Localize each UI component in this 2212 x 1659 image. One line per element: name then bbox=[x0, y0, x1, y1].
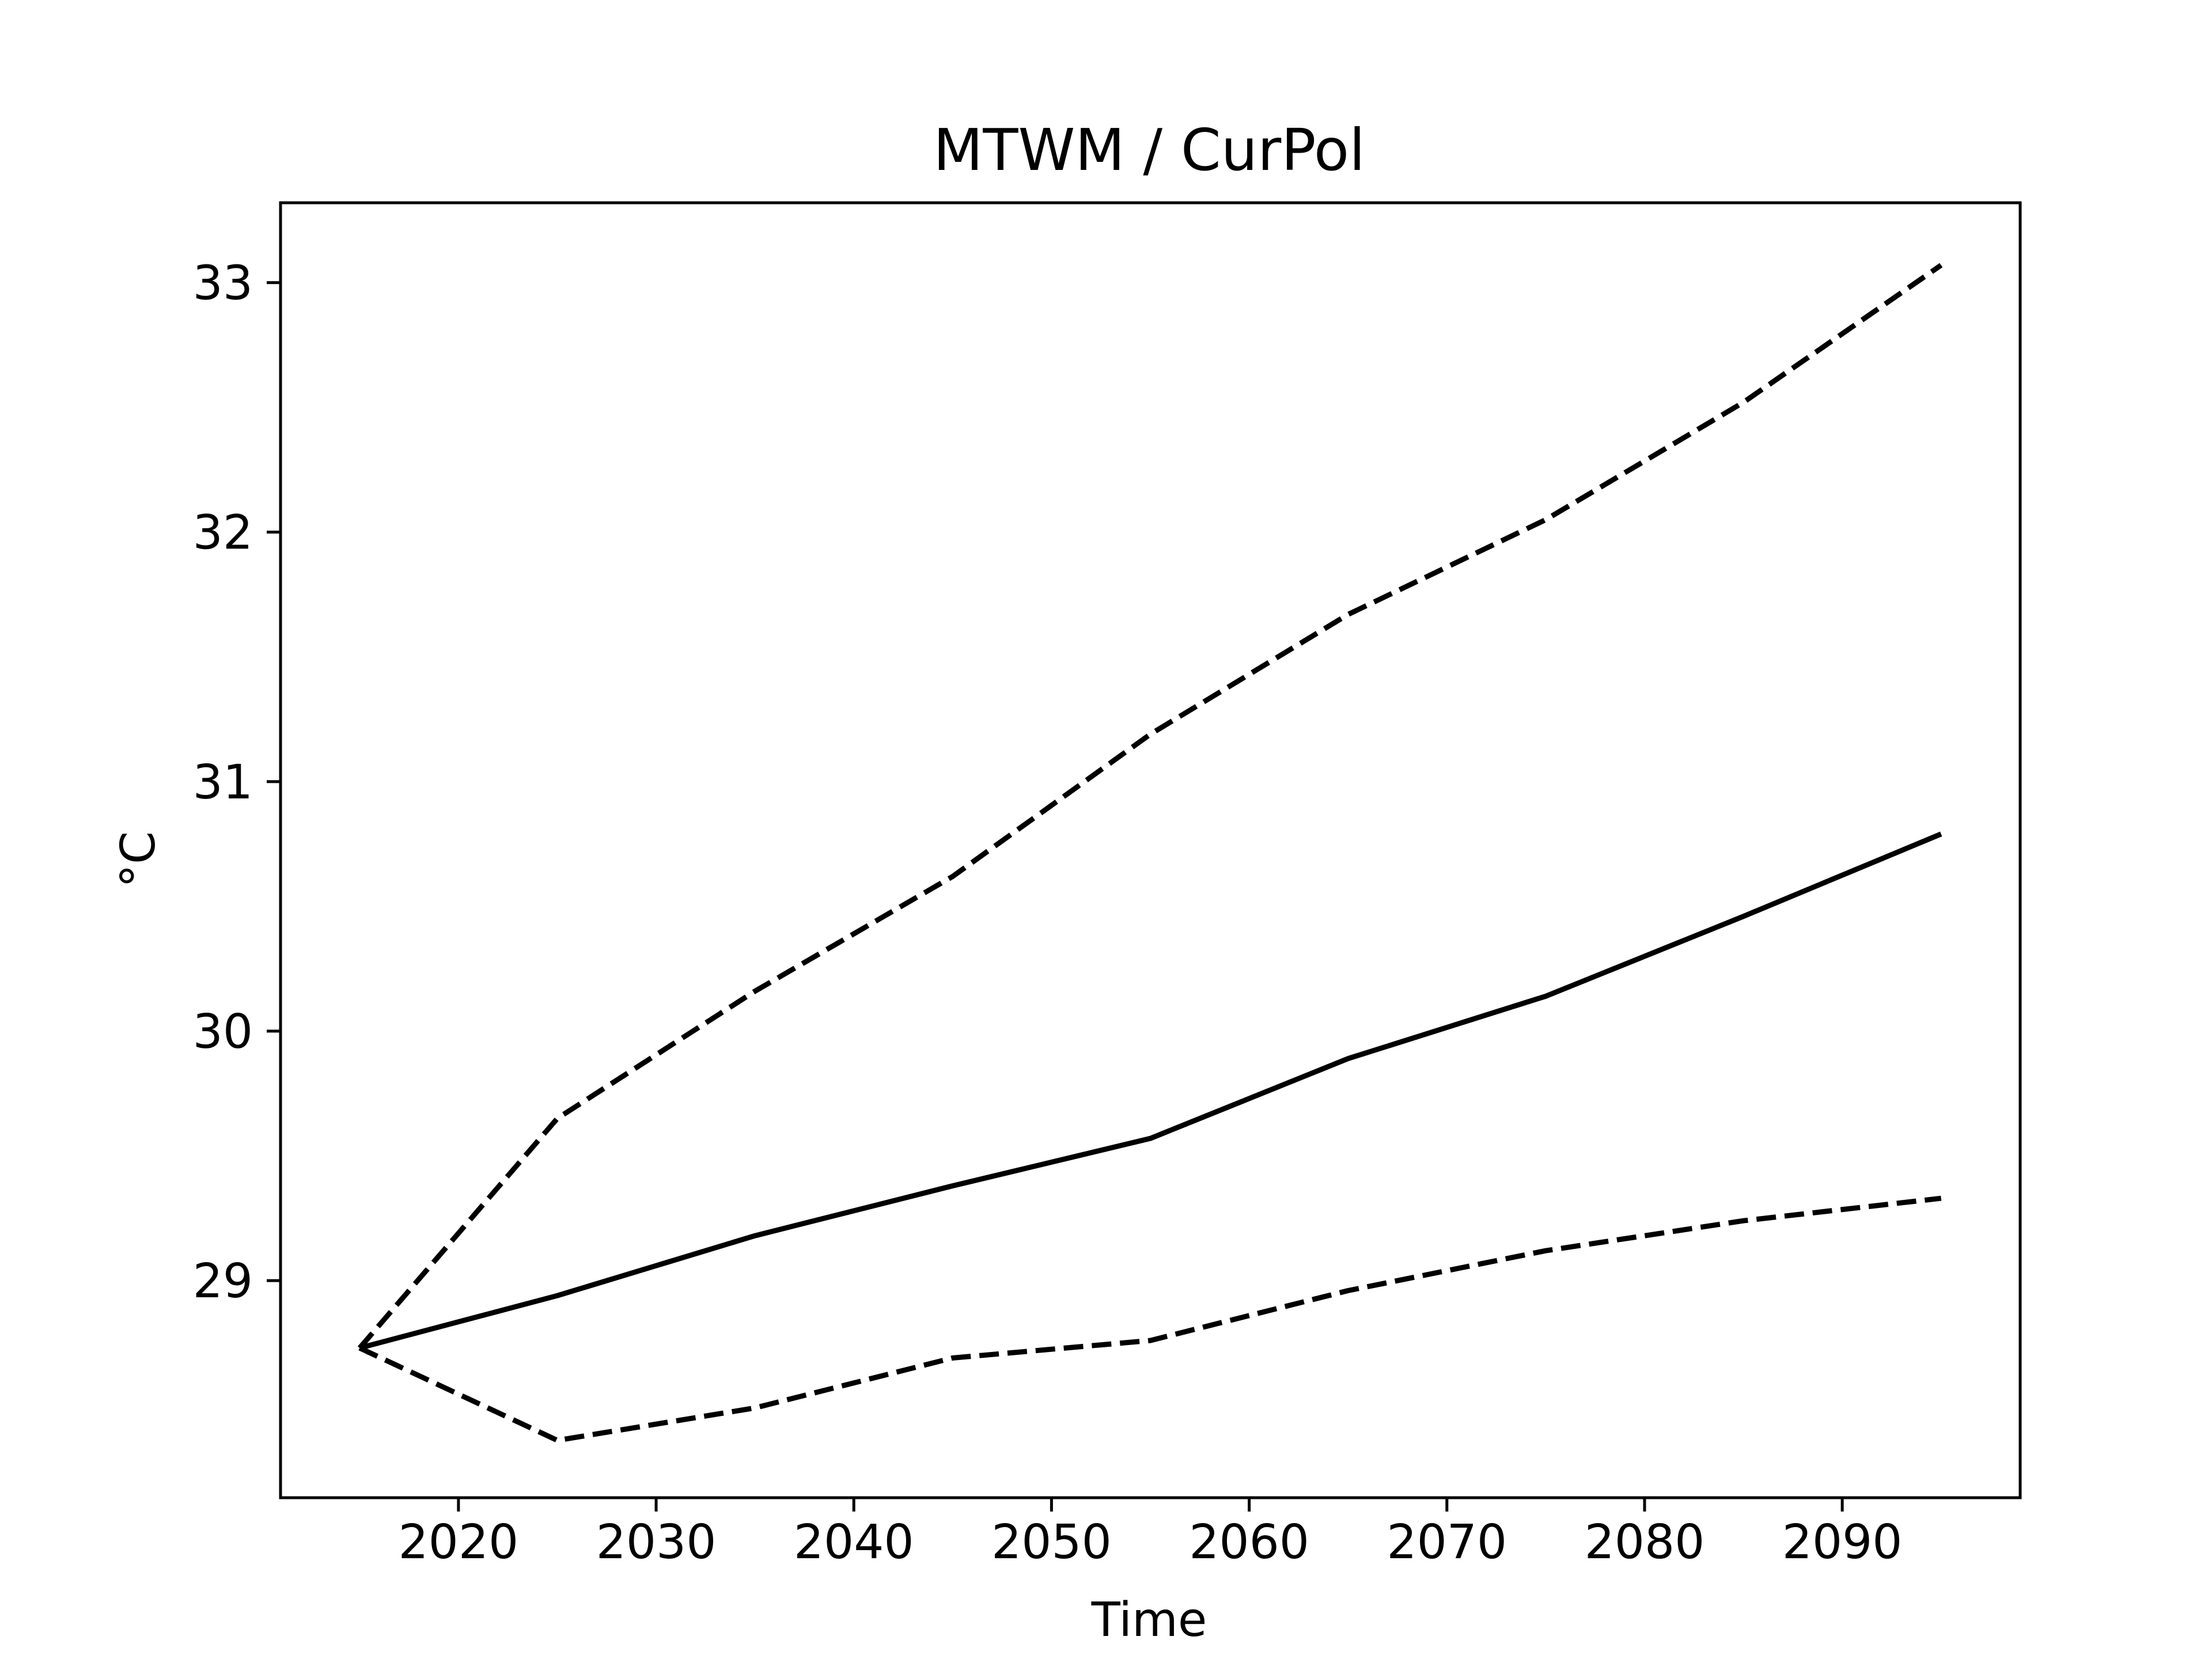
plot-area bbox=[357, 263, 1943, 1443]
x-tick-label-2050: 2050 bbox=[991, 1515, 1112, 1570]
x-tick-label-2060: 2060 bbox=[1189, 1515, 1309, 1570]
series-line-2 bbox=[357, 263, 1943, 1350]
x-tick-label-2020: 2020 bbox=[399, 1515, 519, 1570]
y-tick-label-33: 33 bbox=[193, 256, 253, 311]
chart-title: MTWM / CurPol bbox=[933, 116, 1365, 184]
plot-frame bbox=[279, 201, 2022, 1499]
x-tick-label-2080: 2080 bbox=[1585, 1515, 1705, 1570]
y-tick-label-29: 29 bbox=[193, 1254, 253, 1309]
y-tick-label-31: 31 bbox=[193, 755, 253, 810]
x-tick-label-2090: 2090 bbox=[1782, 1515, 1903, 1570]
x-tick-label-2070: 2070 bbox=[1387, 1515, 1507, 1570]
y-axis-label: °C bbox=[111, 831, 166, 888]
y-tick-label-30: 30 bbox=[193, 1005, 253, 1059]
y-tick-label-32: 32 bbox=[193, 506, 253, 560]
x-tick-label-2030: 2030 bbox=[596, 1515, 717, 1570]
axes: 2020 2030 2040 2050 2060 2070 2080 2090 29 30 31 32… bbox=[193, 201, 2022, 1570]
series-line-3 bbox=[358, 1195, 1942, 1443]
x-tick-label-2040: 2040 bbox=[794, 1515, 914, 1570]
x-axis-label: Time bbox=[1091, 1593, 1207, 1647]
series-line-1 bbox=[359, 831, 1942, 1351]
